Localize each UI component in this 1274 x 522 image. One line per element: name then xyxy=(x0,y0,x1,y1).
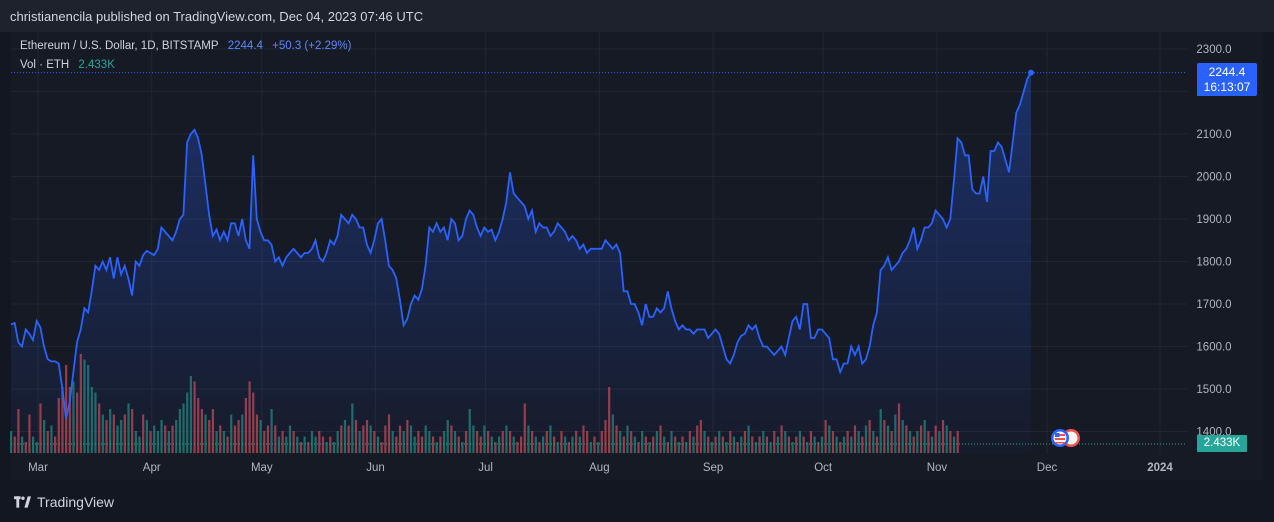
brand-name: TradingView xyxy=(37,494,115,510)
last-price-tag: 2244.4 16:13:07 xyxy=(1197,63,1257,96)
price-tick-label: 1900.0 xyxy=(1196,214,1231,226)
time-tick-label: Mar xyxy=(28,462,48,474)
last-volume-tag: 2.433K xyxy=(1197,435,1247,452)
tradingview-logo-icon xyxy=(14,496,31,508)
legend-symbol[interactable]: Ethereum / U.S. Dollar, 1D, BITSTAMP xyxy=(20,40,219,52)
time-tick-label: Oct xyxy=(814,462,833,474)
price-area xyxy=(11,72,1031,454)
price-tick-label: 2300.0 xyxy=(1196,44,1231,56)
legend-volume-label[interactable]: Vol · ETH xyxy=(20,59,70,71)
time-tick-label: Nov xyxy=(927,462,948,474)
legend-volume-value: 2.433K xyxy=(78,59,115,71)
time-tick-label: Jun xyxy=(366,462,385,474)
time-axis[interactable]: Mar Apr May Jun Jul Aug Sep Oct Nov Dec 2024 xyxy=(28,462,1173,474)
legend-last: 2244.4 xyxy=(227,40,263,52)
bar-countdown: 16:13:07 xyxy=(1203,80,1251,94)
time-tick-label: Jul xyxy=(478,462,493,474)
price-tick-label: 1800.0 xyxy=(1196,257,1231,269)
last-price-value: 2244.4 xyxy=(1208,65,1246,79)
footer xyxy=(0,480,1274,522)
time-tick-label: Aug xyxy=(589,462,609,474)
price-axis[interactable]: 2300.02200.02100.02000.01900.01800.01700… xyxy=(1196,44,1231,439)
price-line xyxy=(10,72,1032,419)
price-tick-label: 1600.0 xyxy=(1196,342,1231,354)
last-price-dot xyxy=(1028,69,1034,76)
time-tick-label: May xyxy=(251,462,273,474)
time-tick-label: Apr xyxy=(143,462,161,474)
legend-symbol-row[interactable]: Ethereum / U.S. Dollar, 1D, BITSTAMP 224… xyxy=(20,40,357,52)
published-text: christianencila published on TradingView… xyxy=(10,9,424,24)
events-icon[interactable] xyxy=(1051,429,1080,447)
time-tick-label: Dec xyxy=(1037,462,1058,474)
price-tick-label: 2000.0 xyxy=(1196,172,1231,184)
legend-volume-row[interactable]: Vol · ETH 2.433K xyxy=(20,59,121,71)
tradingview-brand[interactable]: TradingView xyxy=(14,494,114,510)
time-tick-label: Sep xyxy=(703,462,723,474)
price-tick-label: 1500.0 xyxy=(1196,384,1231,396)
volume-bar xyxy=(65,365,68,453)
legend-change: +50.3 (+2.29%) xyxy=(272,40,352,52)
publish-bar: christianencila published on TradingView… xyxy=(0,0,1274,32)
time-tick-label: 2024 xyxy=(1147,462,1173,474)
price-tick-label: 1700.0 xyxy=(1196,299,1231,311)
price-tick-label: 2100.0 xyxy=(1196,129,1231,141)
